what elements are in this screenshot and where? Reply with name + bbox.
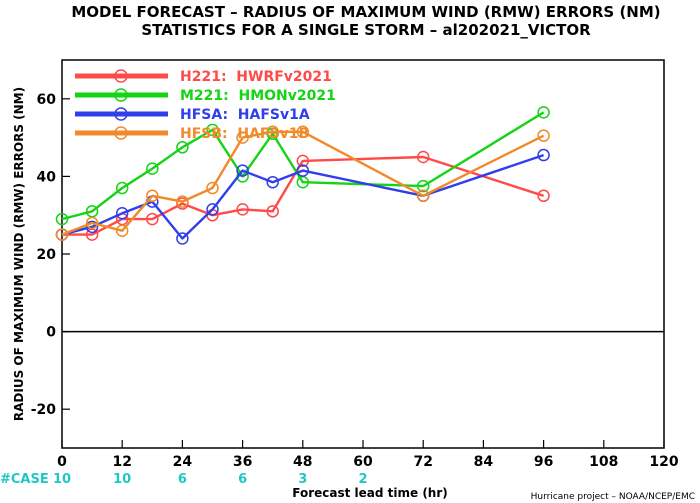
case-count: 6 [178,472,187,487]
data-point [266,205,279,218]
x-tick-label: 120 [649,454,678,470]
data-point [416,179,430,193]
data-point [115,207,129,220]
data-point [296,125,310,139]
legend-swatch-marker [114,69,128,83]
data-point [146,189,159,203]
data-point [266,125,279,139]
data-point [206,123,219,137]
data-point [416,150,430,164]
data-point [85,220,99,234]
y-tick-label: 0 [46,325,56,341]
y-axis-label: RADIUS OF MAXIMUM WIND (RMW) ERRORS (NM) [12,87,26,421]
legend-label: H221: HWRFv2021 [180,69,332,85]
case-count: 10 [113,472,131,487]
y-tick-label: -20 [31,402,57,418]
data-point [206,181,219,195]
legend-label: M221: HMONv2021 [180,88,336,104]
y-tick-label: 20 [37,247,57,263]
data-point [176,141,189,154]
case-counts: 10 10 6 6 3 2 [53,472,368,487]
x-tick-label: 72 [413,454,432,470]
data-point [115,181,129,195]
axis-ticks: 0 12 24 36 48 60 72 84 96 108 120 -20 0 20 40 60 [31,92,679,470]
plot-frame [61,59,665,449]
series-line [61,153,544,240]
data-point [236,203,249,216]
data-point [55,212,69,226]
data-point [296,164,310,177]
series-line [61,130,545,236]
case-count: 2 [358,472,367,487]
data-point [176,232,189,245]
data-point [266,175,279,189]
legend-label: HFSB: HAFSv1B [180,126,309,142]
data-point [296,154,310,168]
credit-text: Hurricane project – NOAA/NCEP/EMC [531,492,695,502]
x-axis-label: Forecast lead time (hr) [292,486,448,500]
series-3 [55,125,550,241]
data-point [115,224,129,237]
chart-title-line1: MODEL FORECAST – RADIUS OF MAXIMUM WIND … [71,3,660,21]
y-tick-label: 60 [37,92,57,108]
x-tick-label: 60 [353,454,373,470]
x-tick-label: 0 [57,454,67,470]
x-tick-label: 84 [474,454,494,470]
x-tick-label: 12 [112,454,131,470]
case-label: #CASE [0,472,49,487]
legend: H221: HWRFv2021 M221: HMONv2021 HFSA: HAFS… [75,69,336,142]
data-point [176,195,189,208]
series-1 [55,106,550,226]
data-point [236,164,249,177]
legend-swatch-marker [114,88,128,102]
chart-title-line2: STATISTICS FOR A SINGLE STORM – al202021… [141,21,591,39]
x-tick-label: 96 [534,454,553,470]
series-line [62,155,544,236]
legend-label: HFSA: HAFSv1A [180,107,310,123]
case-count: 3 [298,472,307,487]
series-line [61,111,545,221]
data-point [85,216,99,230]
case-count: 6 [238,472,247,487]
legend-swatch-marker [114,126,128,140]
data-point [537,129,550,142]
data-point [537,106,550,119]
data-point [146,162,159,175]
x-tick-label: 48 [293,454,312,470]
series-2 [55,148,550,245]
legend-swatch-marker [114,107,128,121]
case-count: 10 [53,472,71,487]
y-tick-label: 40 [37,169,57,185]
series-layer [55,106,550,245]
data-point [416,189,430,203]
x-tick-label: 36 [233,454,252,470]
x-tick-label: 24 [173,454,193,470]
data-point [206,203,219,216]
data-point [537,148,550,162]
data-point [236,131,249,144]
data-point [146,212,159,226]
data-point [537,189,550,203]
data-point [55,228,69,241]
x-tick-label: 108 [589,454,618,470]
